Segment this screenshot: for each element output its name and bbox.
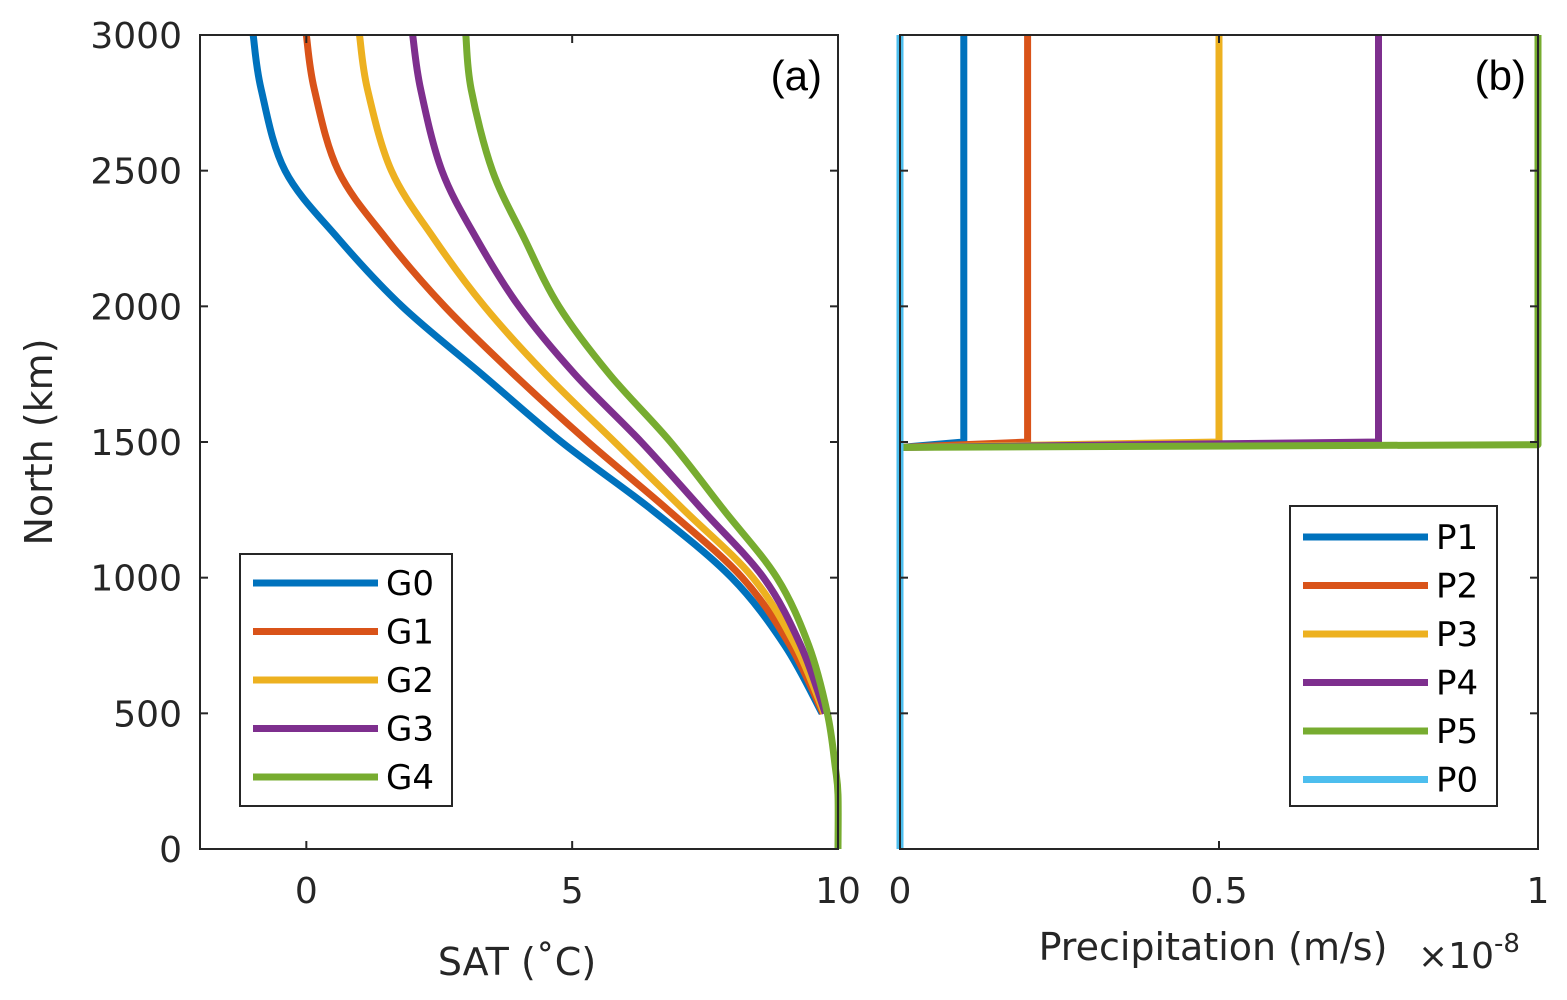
series-line-p3 — [899, 35, 1223, 451]
series-line-p1 — [899, 35, 968, 451]
y-tick-label: 1000 — [90, 559, 182, 600]
legend-label-p3: P3 — [1436, 615, 1478, 655]
legend-label-g3: G3 — [386, 710, 434, 750]
legend-label-g0: G0 — [386, 564, 434, 604]
x-tick-label: 0 — [295, 871, 318, 912]
series-line-g3 — [409, 34, 829, 715]
y-tick-label: 0 — [159, 830, 182, 871]
legend-label-p1: P1 — [1436, 518, 1478, 558]
x-tick-label: 0.5 — [1190, 871, 1247, 912]
x-tick-label: 10 — [815, 871, 861, 912]
panel-b-label: (b) — [1475, 52, 1526, 99]
legend-label-g2: G2 — [386, 661, 434, 701]
y-tick-label: 3000 — [90, 16, 182, 57]
panel-a-series — [249, 34, 842, 850]
panel-a-legend: G0 G1 G2 G3 G4 — [239, 553, 453, 807]
legend-label-g1: G1 — [386, 613, 434, 653]
panel-b-ticks: 0 0.5 1 — [889, 34, 1550, 912]
y-tick-label: 2500 — [90, 152, 182, 193]
panel-a: 0 5 10 0 500 1000 1500 2000 2500 3000 (a) SAT (˚C… — [17, 16, 861, 984]
panel-a-xlabel: SAT (˚C) — [438, 940, 596, 984]
series-line-g2 — [356, 34, 828, 715]
y-tick-label: 1500 — [90, 423, 182, 464]
panel-b-x-exponent: ×10-8 — [1418, 929, 1520, 977]
panel-b: 0 0.5 1 (b) Precipitation (m/s) ×10-8 P1P2… — [889, 34, 1550, 977]
x-tick-label: 0 — [889, 871, 912, 912]
legend-label-p0: P0 — [1436, 761, 1478, 801]
x-exponent-base: ×10 — [1418, 936, 1494, 977]
x-tick-label: 1 — [1527, 871, 1550, 912]
panel-b-xlabel: Precipitation (m/s) — [1039, 925, 1388, 969]
x-exponent-power: -8 — [1494, 929, 1520, 959]
series-line-g1 — [302, 34, 827, 715]
legend-label-p2: P2 — [1436, 567, 1478, 607]
legend-label-p5: P5 — [1436, 712, 1478, 752]
panel-a-ylabel: North (km) — [17, 338, 61, 545]
x-tick-label: 5 — [561, 871, 584, 912]
series-line-p4 — [899, 35, 1382, 451]
series-line-g4 — [462, 34, 842, 850]
panel-b-legend: P1 P2 P3 P4 P5 P0 — [1289, 505, 1498, 807]
series-line-g0 — [249, 34, 826, 716]
panel-a-ticks: 0 5 10 0 500 1000 1500 2000 2500 3000 — [90, 16, 861, 912]
panel-b-legend-box — [1289, 505, 1498, 807]
legend-label-g4: G4 — [386, 758, 434, 798]
y-tick-label: 2000 — [90, 287, 182, 328]
panel-a-label: (a) — [771, 52, 822, 99]
y-tick-label: 500 — [113, 694, 182, 735]
legend-label-p4: P4 — [1436, 664, 1478, 704]
